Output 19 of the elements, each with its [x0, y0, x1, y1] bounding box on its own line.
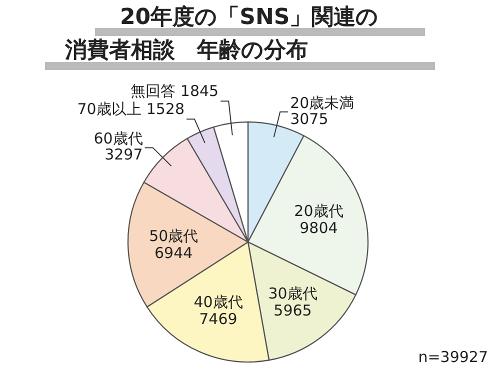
data-label: 3075 [290, 110, 328, 128]
slice-label: 50歳代 [149, 226, 198, 245]
slice-label: 30歳代 [268, 284, 318, 302]
data-label: 6944 [154, 244, 193, 262]
text: n=39927 [418, 348, 488, 366]
slice-label: 70歳以上 [77, 100, 142, 118]
chart-title: 20年度の「SNS」関連の [120, 4, 379, 30]
slice-label: 60歳代 [94, 130, 143, 148]
data-label: 9804 [300, 218, 338, 237]
slice-label: 20歳代 [294, 202, 344, 220]
data-label: 3297 [104, 146, 143, 164]
slice-label: 20歳未満 [290, 94, 354, 112]
slice-label: 無回答 [130, 82, 176, 100]
data-label: 1845 [180, 82, 219, 100]
data-label: 1528 [146, 100, 185, 118]
slice-label: 40歳代 [194, 293, 243, 312]
data-label: 5965 [274, 301, 312, 320]
chart-subtitle: 消費者相談 年齢の分布 [64, 38, 308, 63]
data-label: 7469 [199, 310, 238, 328]
